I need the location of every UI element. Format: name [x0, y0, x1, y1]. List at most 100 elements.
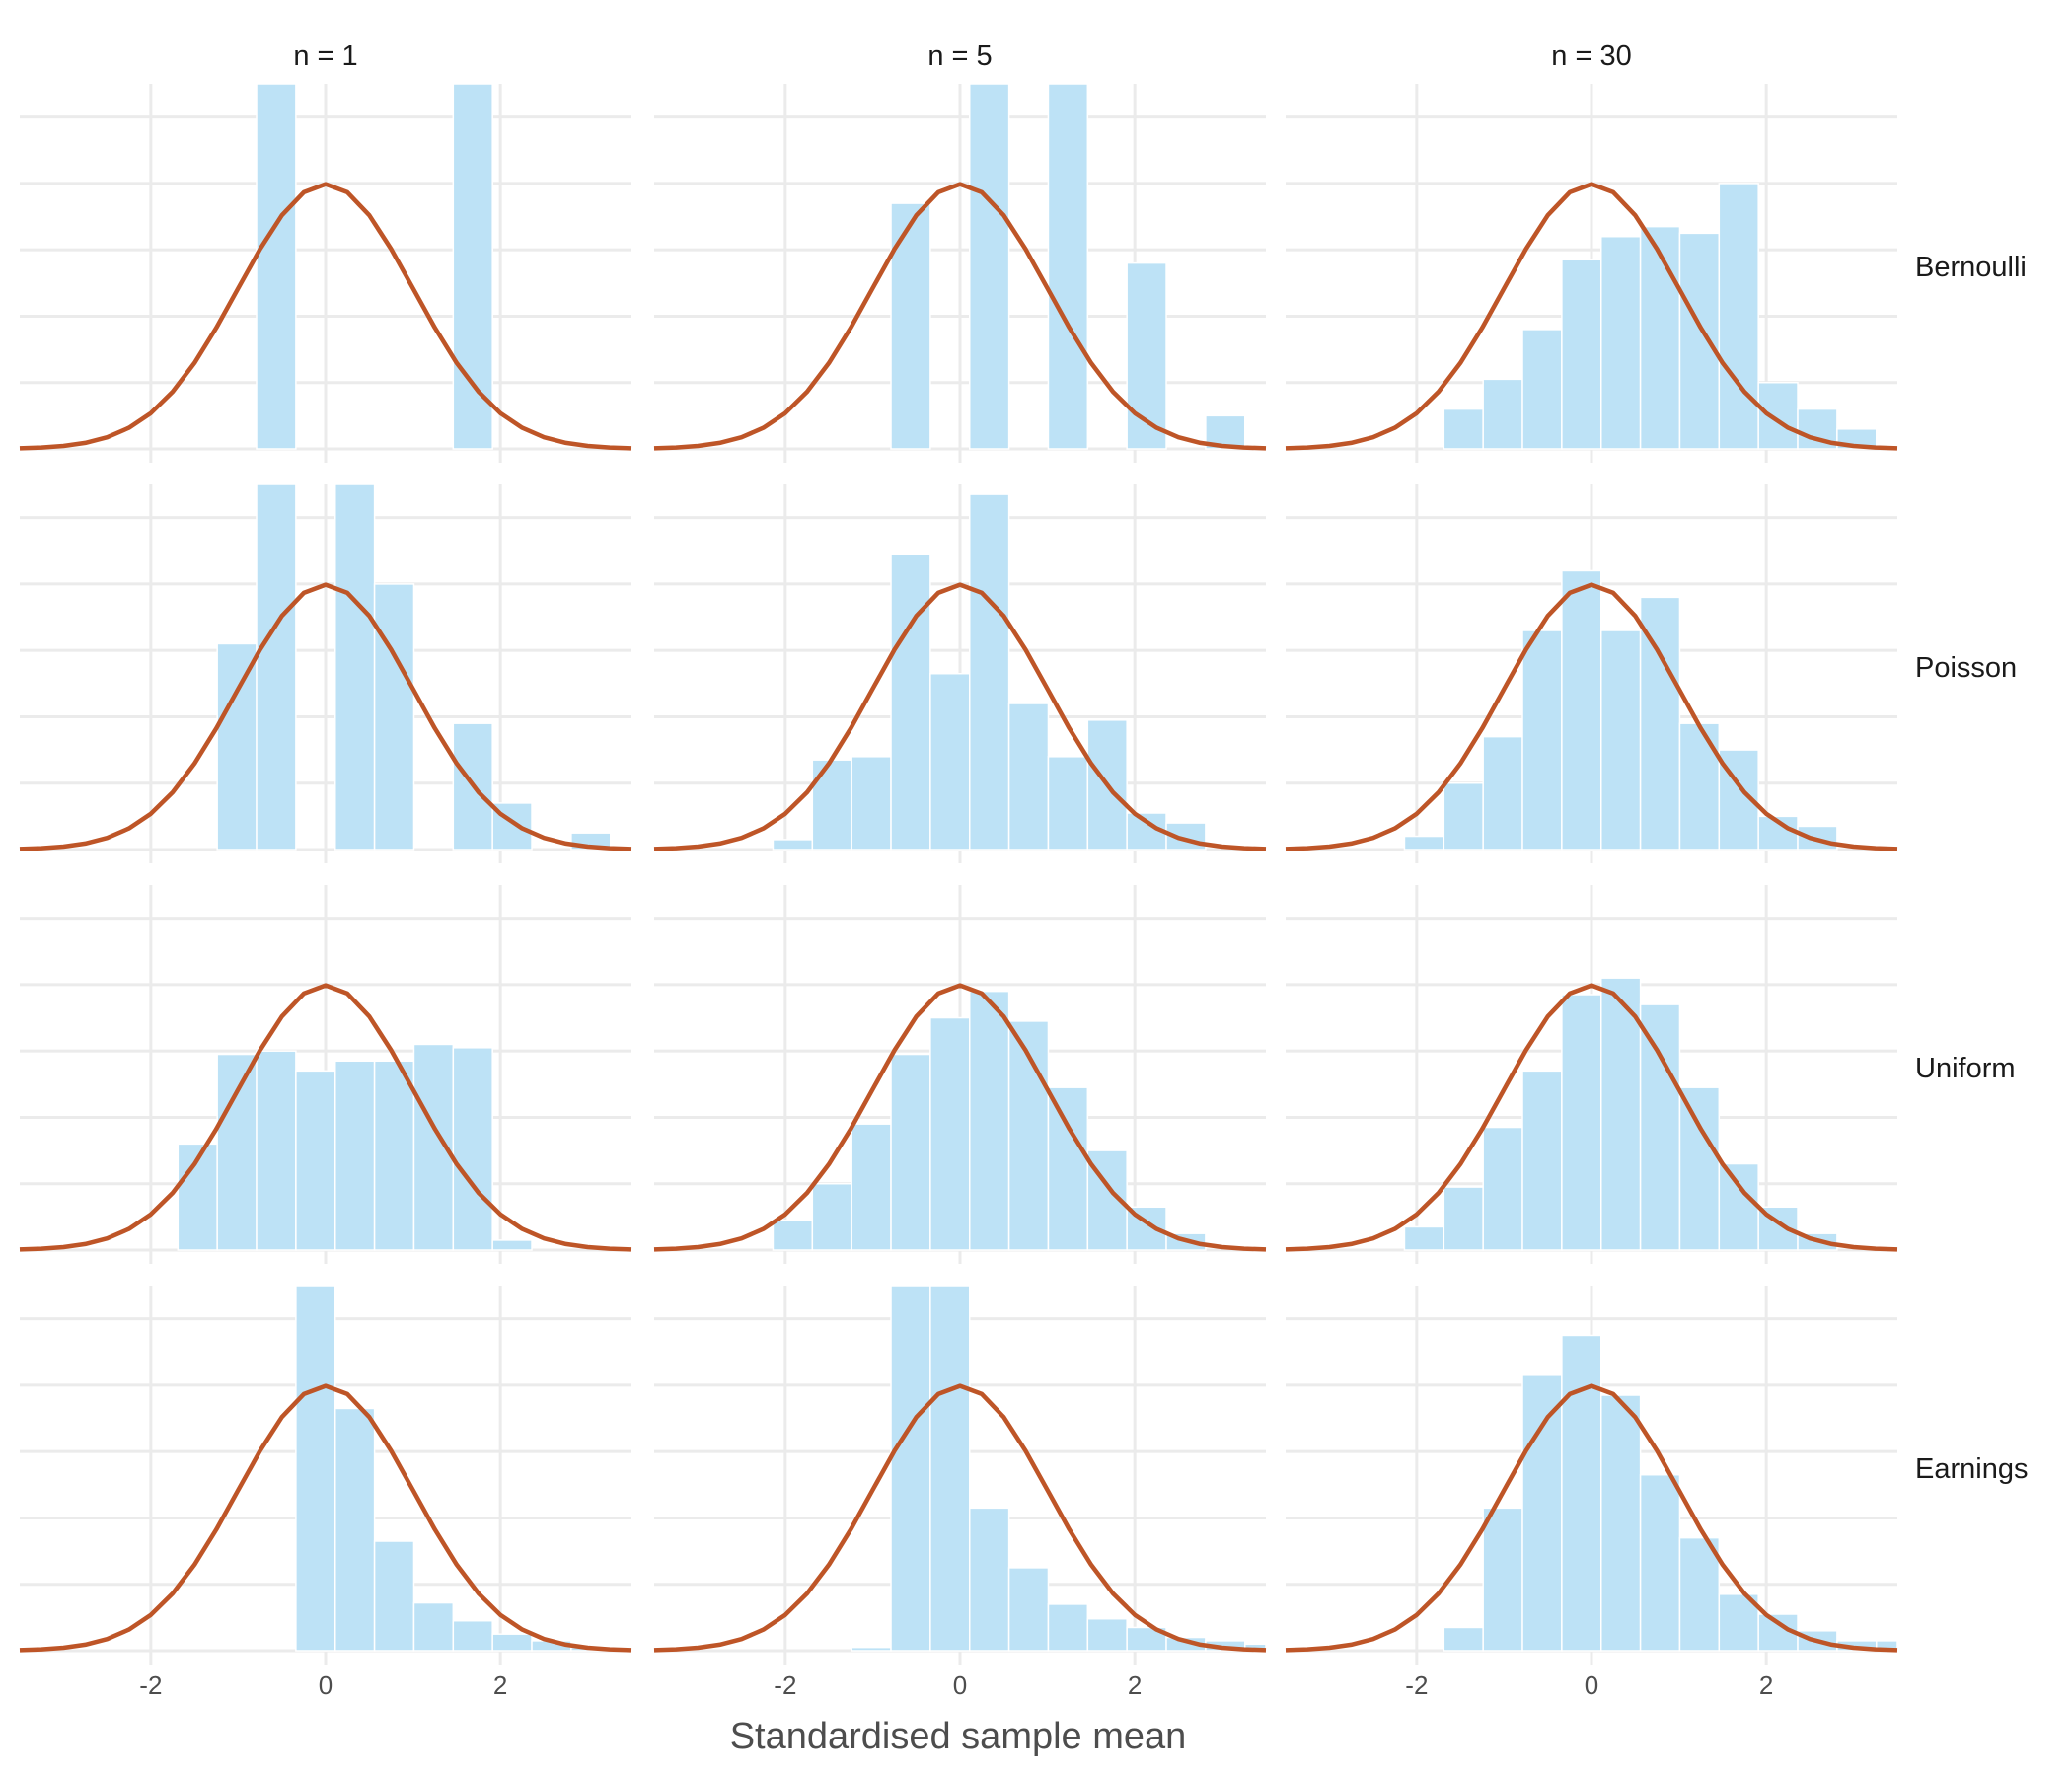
histogram-bar-uniform-n1: [256, 1050, 297, 1251]
normal-curve-earnings-n5: [653, 1383, 1267, 1653]
curve-layer: [19, 182, 1898, 1653]
histogram-bar-poisson-n30: [1403, 835, 1445, 851]
histogram-bar-uniform-n30: [1403, 1225, 1445, 1251]
histogram-bar-uniform-n1: [491, 1239, 533, 1251]
histogram-bar-bernoulli-n1: [256, 83, 297, 450]
normal-curve-poisson-n5: [653, 582, 1267, 851]
normal-curve-bernoulli-n1: [19, 182, 632, 451]
histogram-bar-bernoulli-n30: [1639, 225, 1681, 450]
column-strip-label: n = 1: [293, 40, 357, 72]
histogram-bar-earnings-n5: [890, 1285, 931, 1652]
normal-curve-uniform-n5: [653, 983, 1267, 1252]
histogram-bar-poisson-n1: [216, 642, 258, 851]
histogram-bar-bernoulli-n30: [1443, 407, 1484, 450]
histogram-bar-bernoulli-n30: [1521, 329, 1563, 450]
histogram-bar-earnings-n1: [373, 1540, 415, 1652]
histogram-bar-uniform-n5: [890, 1053, 931, 1251]
histogram-bar-poisson-n1: [373, 583, 415, 851]
histogram-bar-uniform-n1: [373, 1060, 415, 1251]
histogram-bar-bernoulli-n5: [1047, 83, 1089, 450]
histogram-bar-uniform-n5: [772, 1219, 814, 1251]
histogram-bar-earnings-n30: [1639, 1473, 1681, 1652]
histogram-bar-earnings-n1: [452, 1619, 493, 1652]
label-layer: n = 1 n = 5 n = 30 Bernoulli Poisson Uniform E…: [139, 40, 2028, 1700]
histogram-bar-uniform-n30: [1482, 1126, 1523, 1251]
histogram-bar-poisson-n30: [1561, 569, 1602, 851]
histogram-bar-poisson-n5: [890, 553, 931, 851]
histogram-bar-earnings-n5: [1086, 1617, 1128, 1652]
histogram-bar-earnings-n30: [1521, 1374, 1563, 1652]
histogram-bar-uniform-n30: [1443, 1186, 1484, 1251]
histogram-bar-earnings-n30: [1678, 1536, 1721, 1652]
histogram-bar-bernoulli-n30: [1757, 381, 1799, 450]
histogram-bar-uniform-n5: [811, 1182, 852, 1251]
histogram-bar-poisson-n5: [772, 839, 814, 851]
histogram-bar-earnings-n5: [851, 1646, 892, 1652]
histogram-bar-earnings-n1: [491, 1633, 533, 1652]
histogram-bar-uniform-n30: [1521, 1070, 1563, 1251]
histogram-bar-bernoulli-n5: [890, 202, 931, 450]
histogram-bar-poisson-n30: [1443, 781, 1484, 851]
histogram-bar-uniform-n30: [1639, 1003, 1681, 1251]
row-strip-label: Poisson: [1915, 652, 2017, 684]
histogram-bar-bernoulli-n1: [452, 83, 493, 450]
histogram-bar-poisson-n5: [851, 756, 892, 851]
column-strip-label: n = 30: [1551, 40, 1631, 72]
histogram-bar-earnings-n5: [929, 1285, 971, 1652]
histogram-bar-poisson-n5: [968, 493, 1010, 851]
x-tick-label: -2: [774, 1670, 796, 1700]
histogram-bar-earnings-n30: [1561, 1334, 1602, 1652]
histogram-bar-bernoulli-n5: [968, 83, 1010, 450]
histogram-bar-uniform-n1: [295, 1070, 336, 1251]
histogram-bar-bernoulli-n30: [1561, 259, 1602, 450]
histogram-bar-earnings-n1: [295, 1285, 336, 1652]
histogram-bar-poisson-n30: [1482, 735, 1523, 851]
normal-curve-uniform-n30: [1285, 983, 1898, 1252]
histogram-bar-poisson-n5: [1047, 756, 1089, 851]
normal-curve-poisson-n30: [1285, 582, 1898, 851]
histogram-bar-earnings-n5: [1007, 1567, 1050, 1652]
histogram-bar-earnings-n5: [1047, 1603, 1089, 1652]
histogram-bar-uniform-n5: [968, 990, 1010, 1251]
histogram-bar-poisson-n1: [256, 483, 297, 851]
histogram-bar-bernoulli-n30: [1482, 378, 1523, 450]
histogram-bar-poisson-n5: [1007, 703, 1050, 851]
x-tick-label: 2: [1759, 1670, 1773, 1700]
histogram-bar-uniform-n30: [1678, 1086, 1721, 1251]
histogram-bar-uniform-n5: [929, 1016, 971, 1251]
histogram-bar-bernoulli-n30: [1599, 235, 1642, 450]
histogram-bar-earnings-n1: [412, 1601, 455, 1652]
histogram-bar-poisson-n1: [333, 483, 376, 851]
histogram-bar-earnings-n30: [1482, 1507, 1523, 1652]
normal-curve-bernoulli-n5: [653, 182, 1267, 451]
column-strip-label: n = 5: [927, 40, 992, 72]
histogram-bar-uniform-n30: [1599, 977, 1642, 1251]
histogram-bar-uniform-n5: [851, 1123, 892, 1251]
histogram-bar-uniform-n1: [216, 1053, 258, 1251]
x-tick-label: 0: [319, 1670, 333, 1700]
normal-curve-earnings-n1: [19, 1383, 632, 1653]
histogram-bar-uniform-n1: [452, 1047, 493, 1251]
histogram-bar-poisson-n5: [811, 759, 852, 851]
histogram-bar-bernoulli-n5: [1126, 261, 1167, 450]
histogram-bar-earnings-n30: [1599, 1394, 1642, 1652]
normal-curve-uniform-n1: [19, 983, 632, 1252]
row-strip-label: Bernoulli: [1915, 252, 2027, 283]
histogram-bar-uniform-n5: [1047, 1086, 1089, 1251]
histogram-bar-earnings-n5: [968, 1507, 1010, 1652]
histogram-bar-poisson-n5: [929, 672, 971, 851]
histogram-bar-uniform-n1: [333, 1060, 376, 1251]
x-tick-label: 2: [493, 1670, 507, 1700]
x-axis-title: Standardised sample mean: [730, 1716, 1187, 1757]
histogram-bar-earnings-n30: [1443, 1626, 1484, 1652]
histogram-bar-bernoulli-n30: [1678, 232, 1721, 450]
x-tick-label: -2: [1405, 1670, 1428, 1700]
x-tick-label: 0: [1585, 1670, 1598, 1700]
normal-curve-poisson-n1: [19, 582, 632, 851]
histogram-bar-poisson-n30: [1678, 722, 1721, 851]
row-strip-label: Earnings: [1915, 1453, 2028, 1485]
normal-curve-earnings-n30: [1285, 1383, 1898, 1653]
histogram-bar-poisson-n30: [1521, 629, 1563, 851]
histogram-bar-uniform-n30: [1561, 994, 1602, 1251]
